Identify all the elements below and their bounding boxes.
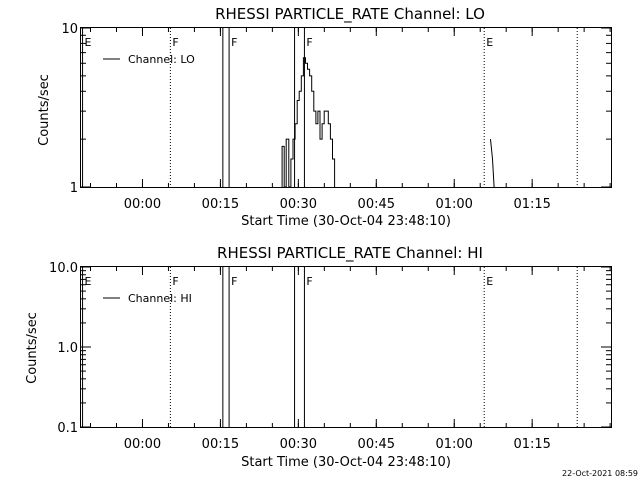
y-tick-label-hi: 10.0: [49, 261, 78, 276]
panel-title-hi: RHESSI PARTICLE_RATE Channel: HI: [217, 244, 483, 263]
x-tick-label-hi: 00:00: [124, 437, 161, 452]
y-axis-label-hi: Counts/sec: [25, 312, 40, 384]
generation-timestamp: 22-Oct-2021 08:59: [562, 469, 638, 478]
x-tick-label-lo: 00:30: [280, 197, 317, 212]
x-tick-label-hi: 01:15: [513, 437, 550, 452]
x-tick-label-lo: 00:15: [202, 197, 239, 212]
event-label-hi: F: [172, 275, 178, 288]
panel-title-lo: RHESSI PARTICLE_RATE Channel: LO: [215, 5, 485, 24]
event-label-lo: F: [231, 36, 237, 49]
legend-entry-lo: Channel: LO: [128, 53, 195, 66]
x-tick-label-hi: 00:45: [358, 437, 395, 452]
plot-frame-hi: [80, 266, 612, 428]
event-label-hi: F: [231, 275, 237, 288]
panel-lo: RHESSI PARTICLE_RATE Channel: LO Counts/…: [37, 5, 612, 229]
x-tick-label-lo: 00:45: [358, 197, 395, 212]
y-tick-label-lo: 1: [70, 181, 78, 196]
x-tick-label-hi: 01:00: [435, 437, 472, 452]
x-tick-label-lo: 01:00: [435, 197, 472, 212]
event-label-hi: F: [306, 275, 312, 288]
panel-hi: RHESSI PARTICLE_RATE Channel: HI Counts/…: [25, 244, 612, 470]
y-tick-label-hi: 0.1: [57, 421, 78, 436]
x-tick-label-lo: 01:15: [513, 197, 550, 212]
x-tick-label-hi: 00:30: [280, 437, 317, 452]
event-label-lo: F: [306, 36, 312, 49]
y-tick-label-lo: 10: [61, 22, 78, 37]
series-line-lo: [490, 139, 495, 188]
event-label-hi: E: [486, 275, 493, 288]
event-label-lo: F: [172, 36, 178, 49]
x-axis-label-hi: Start Time (30-Oct-04 23:48:10): [241, 455, 451, 470]
event-label-lo: E: [486, 36, 493, 49]
event-label-hi: E: [85, 275, 92, 288]
y-tick-label-hi: 1.0: [57, 341, 78, 356]
series-line-lo: [281, 57, 336, 188]
x-tick-label-lo: 00:00: [124, 197, 161, 212]
y-axis-label-lo: Counts/sec: [37, 74, 52, 146]
legend-entry-hi: Channel: HI: [128, 292, 192, 305]
x-axis-label-lo: Start Time (30-Oct-04 23:48:10): [241, 214, 451, 229]
plot-frame-lo: [80, 27, 612, 188]
event-label-lo: E: [85, 36, 92, 49]
x-tick-label-hi: 00:15: [202, 437, 239, 452]
